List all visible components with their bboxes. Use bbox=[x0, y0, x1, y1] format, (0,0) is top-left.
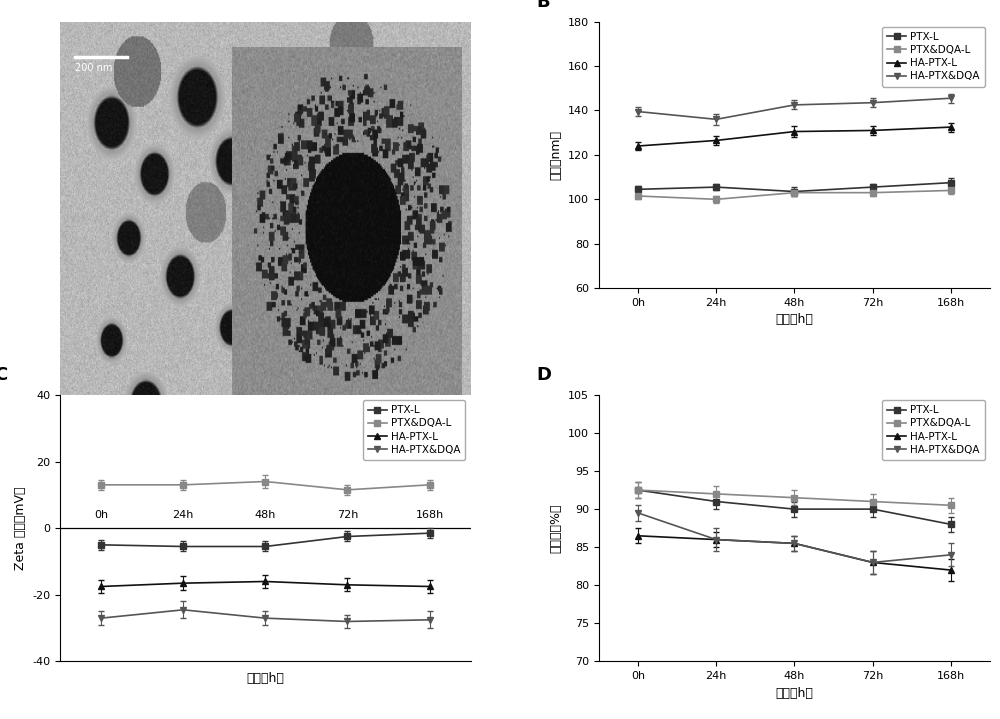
Y-axis label: 包封率（%）: 包封率（%） bbox=[550, 503, 563, 553]
Text: D: D bbox=[536, 366, 551, 384]
Text: 48h: 48h bbox=[255, 510, 276, 520]
Text: 0h: 0h bbox=[94, 510, 108, 520]
Text: A: A bbox=[67, 646, 82, 665]
X-axis label: 时间（h）: 时间（h） bbox=[776, 687, 813, 700]
Legend: PTX-L, PTX&DQA-L, HA-PTX-L, HA-PTX&DQA: PTX-L, PTX&DQA-L, HA-PTX-L, HA-PTX&DQA bbox=[363, 400, 465, 460]
X-axis label: 时间（h）: 时间（h） bbox=[246, 672, 284, 685]
Y-axis label: 粒径（nm）: 粒径（nm） bbox=[550, 130, 563, 180]
X-axis label: 时间（h）: 时间（h） bbox=[776, 313, 813, 326]
Text: 168h: 168h bbox=[415, 510, 444, 520]
Legend: PTX-L, PTX&DQA-L, HA-PTX-L, HA-PTX&DQA: PTX-L, PTX&DQA-L, HA-PTX-L, HA-PTX&DQA bbox=[882, 27, 985, 86]
Legend: PTX-L, PTX&DQA-L, HA-PTX-L, HA-PTX&DQA: PTX-L, PTX&DQA-L, HA-PTX-L, HA-PTX&DQA bbox=[882, 400, 985, 460]
Y-axis label: Zeta 电位（mV）: Zeta 电位（mV） bbox=[14, 487, 27, 570]
Text: B: B bbox=[536, 0, 550, 11]
Text: 72h: 72h bbox=[337, 510, 358, 520]
Text: 200 nm: 200 nm bbox=[75, 63, 113, 73]
Text: C: C bbox=[0, 366, 8, 384]
Text: 24h: 24h bbox=[173, 510, 194, 520]
